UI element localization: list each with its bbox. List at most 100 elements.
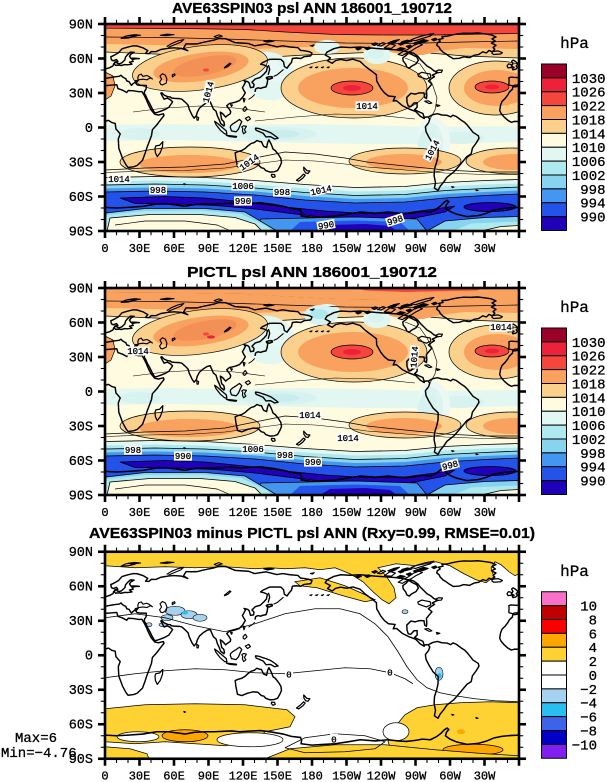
svg-text:998: 998 — [441, 459, 459, 473]
svg-text:990: 990 — [305, 458, 321, 468]
svg-text:0: 0 — [286, 670, 291, 680]
svg-text:60S: 60S — [69, 191, 93, 206]
svg-text:30E: 30E — [129, 242, 151, 256]
svg-text:1002: 1002 — [572, 169, 606, 185]
svg-text:1010: 1010 — [572, 405, 606, 421]
svg-text:90N: 90N — [69, 282, 93, 297]
svg-text:60N: 60N — [69, 53, 93, 68]
svg-text:0: 0 — [589, 669, 597, 685]
svg-text:990: 990 — [580, 475, 605, 491]
svg-text:1014: 1014 — [356, 102, 378, 112]
svg-text:1006: 1006 — [572, 419, 606, 435]
svg-text:120W: 120W — [367, 770, 397, 782]
svg-text:180: 180 — [301, 770, 323, 782]
svg-text:1018: 1018 — [572, 377, 606, 393]
svg-text:60W: 60W — [439, 506, 461, 520]
svg-text:0: 0 — [85, 650, 93, 665]
svg-text:998: 998 — [386, 214, 405, 229]
svg-text:1022: 1022 — [572, 364, 606, 380]
svg-text:−4: −4 — [580, 697, 597, 713]
svg-text:90N: 90N — [69, 18, 93, 33]
svg-text:90W: 90W — [405, 242, 427, 256]
svg-text:180: 180 — [301, 242, 323, 256]
svg-text:4: 4 — [589, 641, 597, 657]
svg-text:30N: 30N — [69, 615, 93, 630]
svg-text:90S: 90S — [69, 753, 93, 768]
svg-text:30S: 30S — [69, 156, 93, 171]
svg-text:30S: 30S — [69, 684, 93, 699]
svg-text:998: 998 — [277, 451, 293, 461]
svg-text:150E: 150E — [263, 242, 292, 256]
svg-text:hPa: hPa — [560, 563, 589, 581]
svg-text:1014: 1014 — [572, 391, 606, 407]
svg-text:0: 0 — [331, 735, 336, 745]
svg-text:−8: −8 — [580, 724, 597, 740]
svg-text:150E: 150E — [263, 506, 292, 520]
svg-text:hPa: hPa — [560, 299, 589, 317]
svg-text:30W: 30W — [474, 242, 496, 256]
svg-text:998: 998 — [150, 186, 166, 196]
svg-text:60S: 60S — [69, 455, 93, 470]
svg-text:1014: 1014 — [409, 346, 421, 368]
svg-text:−2: −2 — [580, 683, 597, 699]
svg-text:120W: 120W — [367, 506, 397, 520]
svg-text:90E: 90E — [198, 242, 220, 256]
svg-text:1014: 1014 — [490, 323, 512, 333]
svg-text:60E: 60E — [163, 770, 185, 782]
svg-text:1026: 1026 — [572, 86, 606, 102]
svg-text:90N: 90N — [69, 546, 93, 561]
svg-text:1006: 1006 — [232, 182, 254, 192]
svg-text:90W: 90W — [405, 506, 427, 520]
svg-text:60S: 60S — [69, 719, 93, 734]
svg-text:990: 990 — [175, 452, 191, 462]
svg-text:1014: 1014 — [299, 411, 321, 421]
svg-text:998: 998 — [580, 183, 605, 199]
svg-text:30E: 30E — [129, 770, 151, 782]
svg-text:60W: 60W — [439, 242, 461, 256]
svg-text:−6: −6 — [580, 711, 597, 727]
svg-text:990: 990 — [317, 220, 335, 233]
svg-text:180: 180 — [301, 506, 323, 520]
svg-text:30N: 30N — [69, 351, 93, 366]
svg-text:Min=−4.76: Min=−4.76 — [1, 746, 77, 762]
svg-text:1002: 1002 — [572, 433, 606, 449]
svg-text:998: 998 — [125, 446, 141, 456]
svg-text:1010: 1010 — [572, 141, 606, 157]
svg-text:994: 994 — [580, 461, 605, 477]
svg-text:120E: 120E — [229, 506, 258, 520]
svg-text:0: 0 — [85, 122, 93, 137]
svg-text:30E: 30E — [129, 506, 151, 520]
svg-text:1006: 1006 — [572, 155, 606, 171]
svg-text:0: 0 — [387, 668, 392, 678]
svg-text:990: 990 — [235, 197, 251, 207]
svg-text:150E: 150E — [263, 770, 292, 782]
svg-text:PICTL psl ANN 186001_190712: PICTL psl ANN 186001_190712 — [187, 264, 437, 281]
svg-text:1014: 1014 — [572, 127, 606, 143]
svg-text:1014: 1014 — [337, 434, 359, 444]
svg-text:0: 0 — [101, 506, 108, 520]
svg-text:30W: 30W — [474, 770, 496, 782]
svg-text:150W: 150W — [332, 506, 362, 520]
svg-text:90E: 90E — [198, 770, 220, 782]
svg-text:90W: 90W — [405, 770, 427, 782]
svg-text:120E: 120E — [229, 242, 258, 256]
svg-text:30N: 30N — [69, 87, 93, 102]
svg-text:1018: 1018 — [572, 113, 606, 129]
svg-text:Max=6: Max=6 — [15, 731, 57, 747]
svg-text:−10: −10 — [572, 738, 597, 754]
svg-text:0: 0 — [101, 770, 108, 782]
svg-text:1014: 1014 — [108, 175, 130, 185]
svg-text:1014: 1014 — [127, 347, 149, 357]
svg-text:8: 8 — [589, 613, 597, 629]
svg-text:60E: 60E — [163, 242, 185, 256]
svg-text:120E: 120E — [229, 770, 258, 782]
svg-text:60W: 60W — [439, 770, 461, 782]
svg-text:0: 0 — [101, 242, 108, 256]
svg-text:90E: 90E — [198, 506, 220, 520]
svg-text:994: 994 — [580, 197, 605, 213]
svg-text:60E: 60E — [163, 506, 185, 520]
svg-text:1026: 1026 — [572, 350, 606, 366]
svg-text:AVE63SPIN03 minus PICTL psl AN: AVE63SPIN03 minus PICTL psl ANN (Rxy=0.9… — [89, 526, 535, 542]
svg-text:60N: 60N — [69, 581, 93, 596]
svg-text:10: 10 — [580, 600, 597, 616]
